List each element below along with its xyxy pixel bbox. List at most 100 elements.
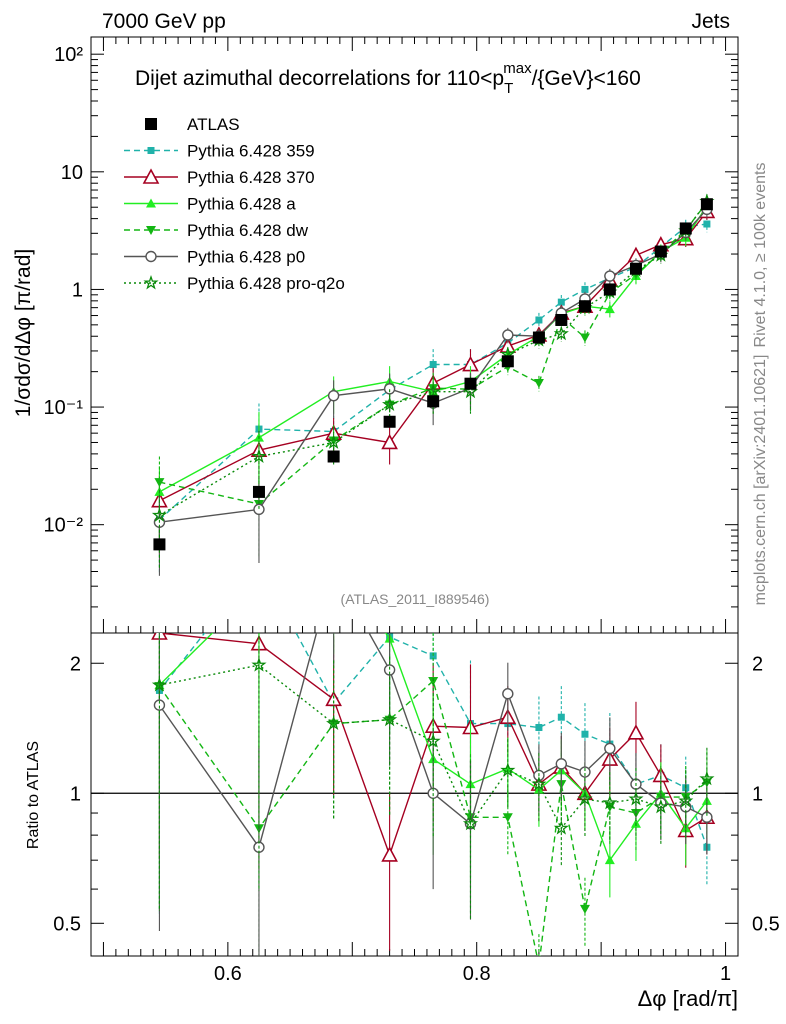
- point-atlas: [501, 355, 514, 368]
- ratio-point-pq2o: [425, 733, 441, 748]
- ratio-y-tick-label: 0.5: [53, 913, 81, 935]
- point-atlas: [654, 245, 667, 258]
- main-y-tick-labels: 10⁻² 10⁻¹ 1 10 10²: [44, 44, 84, 537]
- point-pp0: [327, 389, 340, 402]
- point-p359: [581, 285, 589, 293]
- ratio-point-pq2o: [462, 815, 479, 831]
- legend-marker-atlas: [145, 118, 157, 130]
- x-tick-label: 0.8: [463, 963, 491, 985]
- point-p359: [429, 361, 437, 369]
- main-y-tick-label: 1: [72, 279, 83, 301]
- main-ticks: [91, 37, 738, 633]
- ratio-series-pq2o: [151, 633, 715, 920]
- ratio-point-pp0: [701, 811, 713, 823]
- legend-label-atlas: ATLAS: [187, 115, 240, 134]
- ratio-point-pq2o: [326, 715, 342, 731]
- point-atlas: [427, 395, 440, 408]
- ratio-point-p359: [429, 652, 437, 660]
- point-pdw: [533, 379, 544, 389]
- ratio-data: [151, 564, 716, 970]
- chart-title: Dijet azimuthal decorrelations for 110<p…: [135, 60, 641, 97]
- point-pp0: [383, 383, 396, 395]
- point-pa: [604, 304, 615, 314]
- title-suffix: /{GeV}<160: [532, 67, 641, 90]
- ratio-point-pp0: [604, 742, 616, 755]
- ratio-point-pp0: [579, 766, 591, 778]
- point-pp0: [604, 270, 616, 282]
- category-label: Jets: [691, 10, 730, 33]
- legend-label-pq2o: Pythia 6.428 pro-q2o: [187, 274, 345, 293]
- ratio-point-pp0: [329, 564, 339, 574]
- ratio-point-p359: [535, 723, 543, 731]
- x-axis-label: Δφ [rad/π]: [638, 986, 738, 1011]
- point-pdw: [579, 333, 590, 343]
- legend-marker-p370: [142, 168, 160, 184]
- main-y-tick-label: 10⁻¹: [44, 397, 84, 419]
- point-p359: [535, 316, 543, 324]
- legend-marker-pq2o: [143, 275, 159, 290]
- ratio-point-pq2o: [553, 820, 569, 835]
- point-atlas: [555, 313, 568, 326]
- point-pq2o: [553, 325, 569, 341]
- x-tick-label: 0.6: [214, 963, 242, 985]
- point-pq2o: [251, 448, 267, 463]
- point-pq2o: [151, 507, 168, 522]
- ratio-y-tick-label-right: 2: [752, 653, 763, 675]
- point-pq2o: [425, 383, 441, 399]
- analysis-watermark: (ATLAS_2011_I889546): [341, 591, 490, 607]
- main-y-tick-label: 10⁻²: [44, 515, 84, 537]
- point-atlas: [679, 222, 692, 235]
- ratio-point-pq2o: [678, 792, 694, 808]
- point-p359: [703, 220, 711, 228]
- ratio-point-pq2o: [531, 776, 547, 791]
- series-line-pq2o: [159, 200, 708, 517]
- source-label: mcplots.cern.ch [arXiv:2401.10621]: [752, 355, 769, 606]
- point-pq2o: [462, 383, 479, 399]
- main-y-tick-label: 10: [61, 162, 83, 184]
- title-subscript: T: [504, 80, 513, 97]
- ratio-y-tick-label: 2: [70, 653, 81, 675]
- ratio-y-tick-label: 1: [70, 783, 81, 805]
- x-tick-label: 1: [720, 963, 731, 985]
- ratio-point-pp0: [555, 758, 568, 770]
- legend-marker-pa: [146, 198, 156, 208]
- point-pq2o: [382, 396, 398, 412]
- title-superscript: max: [503, 60, 532, 77]
- point-pp0: [253, 503, 265, 516]
- point-pq2o: [326, 434, 342, 449]
- ratio-point-pq2o: [653, 798, 669, 814]
- ratio-point-pdw: [502, 813, 513, 823]
- ratio-point-pdw: [428, 676, 439, 686]
- point-atlas: [603, 283, 616, 296]
- ratio-point-pdw: [579, 904, 590, 914]
- ratio-point-pq2o: [382, 711, 398, 727]
- ratio-point-pq2o: [602, 794, 618, 810]
- point-atlas: [464, 377, 477, 390]
- ratio-point-p370: [381, 846, 398, 862]
- ratio-point-pa: [604, 855, 615, 865]
- legend-marker-pp0: [145, 250, 157, 263]
- legend-marker-p359: [147, 147, 155, 154]
- energy-label: 7000 GeV pp: [102, 10, 226, 33]
- ratio-y-tick-labels: 0.5 0.5 1 1 2 2: [53, 653, 780, 935]
- legend-label-pp0: Pythia 6.428 p0: [187, 248, 305, 267]
- ratio-point-pq2o: [500, 762, 516, 777]
- ratio-point-pp0: [153, 699, 166, 711]
- ratio-point-p359: [557, 713, 565, 721]
- series-line-p359: [158, 223, 707, 521]
- ratio-y-tick-label-right: 0.5: [752, 913, 780, 935]
- point-atlas: [252, 485, 265, 498]
- rivet-label: Rivet 4.1.0, ≥ 100k events: [752, 163, 769, 348]
- legend-marker-pdw: [146, 226, 156, 235]
- ratio-point-pdw: [534, 961, 544, 970]
- point-atlas: [327, 450, 340, 463]
- ratio-point-p359: [581, 730, 589, 738]
- ratio-y-tick-label-right: 1: [752, 783, 763, 805]
- ratio-point-pq2o: [251, 657, 267, 672]
- ratio-point-pq2o: [577, 791, 593, 806]
- point-atlas: [700, 198, 713, 211]
- point-atlas: [153, 538, 166, 551]
- point-pdw: [154, 478, 165, 488]
- legend: ATLAS Pythia 6.428 359 Pythia 6.428 370 Pyt…: [124, 115, 345, 293]
